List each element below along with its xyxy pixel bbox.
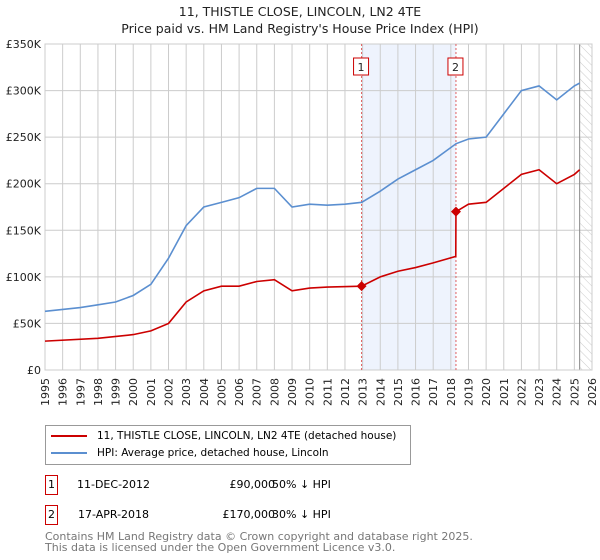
- x-tick-label: 2017: [427, 378, 440, 406]
- sale-hpi: 50% ↓ HPI: [272, 478, 331, 491]
- y-tick-label: £50K: [13, 317, 42, 330]
- plot-area: 1995 1996 1997 1998 1999 2000 2001 2002 2003 2004…: [6, 38, 599, 406]
- sale-hpi: 30% ↓ HPI: [272, 508, 331, 521]
- y-tick-label: £100K: [6, 271, 42, 284]
- x-tick-label: 1997: [74, 378, 87, 406]
- x-tick-label: 2008: [268, 378, 281, 406]
- series-line-property: [44, 168, 581, 342]
- legend-item-hpi: HPI: Average price, detached house, Linc…: [51, 447, 329, 459]
- x-tick-label: 2012: [339, 378, 352, 406]
- legend-swatch-red: [51, 435, 87, 437]
- legend-label: HPI: Average price, detached house, Linc…: [97, 447, 329, 459]
- x-tick-label: 2003: [180, 378, 193, 406]
- footer: Contains HM Land Registry data © Crown c…: [45, 531, 473, 553]
- sale-badge: 1: [45, 475, 58, 495]
- x-tick-label: 2024: [551, 378, 564, 406]
- sale-label-box: [447, 57, 464, 76]
- sale-label: 2: [452, 61, 459, 74]
- x-tick-label: 2011: [321, 378, 334, 406]
- x-tick-label: 2014: [374, 378, 387, 406]
- sale-point: [356, 281, 367, 292]
- x-tick-label: 1999: [110, 378, 123, 406]
- sale-point: [450, 206, 461, 217]
- legend-swatch-blue: [51, 452, 87, 454]
- chart-title: 11, THISTLE CLOSE, LINCOLN, LN2 4TE: [178, 4, 422, 19]
- legend-label: 11, THISTLE CLOSE, LINCOLN, LN2 4TE (det…: [97, 430, 397, 442]
- x-tick-label: 2005: [215, 378, 228, 406]
- x-tick-label: 2010: [304, 378, 317, 406]
- sale-label: 1: [358, 61, 365, 74]
- y-tick-label: £250K: [6, 131, 42, 144]
- y-tick-label: £200K: [6, 178, 42, 191]
- x-tick-label: 2004: [198, 378, 211, 406]
- x-tick-label: 2000: [127, 378, 140, 406]
- x-tick-label: 2001: [145, 378, 158, 406]
- sale-badge: 2: [45, 505, 58, 525]
- sale-period-shading: [361, 44, 456, 370]
- x-tick-label: 2022: [515, 378, 528, 406]
- x-tick-label: 2002: [163, 378, 176, 406]
- legend-item-property: 11, THISTLE CLOSE, LINCOLN, LN2 4TE (det…: [51, 430, 396, 442]
- plot-border: [44, 43, 593, 371]
- footer-line-2: This data is licensed under the Open Gov…: [45, 541, 396, 554]
- chart-subtitle: Price paid vs. HM Land Registry's House …: [121, 21, 479, 36]
- sale-date: 17-APR-2018: [78, 508, 150, 521]
- y-tick-label: £0: [27, 364, 41, 377]
- x-tick-label: 2016: [410, 378, 423, 406]
- legend: 11, THISTLE CLOSE, LINCOLN, LN2 4TE (det…: [45, 425, 411, 465]
- sale-label-box: [353, 57, 370, 76]
- x-tick-label: 1998: [92, 378, 105, 406]
- x-tick-label: 2026: [586, 378, 599, 406]
- x-tick-label: 2020: [480, 378, 493, 406]
- x-tick-label: 2007: [251, 378, 264, 406]
- x-tick-label: 2009: [286, 378, 299, 406]
- y-tick-label: £150K: [6, 224, 42, 237]
- sale-price: £90,000: [229, 478, 276, 491]
- x-tick-label: 2019: [462, 378, 475, 406]
- x-tick-label: 2021: [498, 378, 511, 406]
- x-tick-label: 1996: [57, 378, 70, 406]
- x-tick-label: 2018: [445, 378, 458, 406]
- series-line-hpi: [44, 82, 581, 313]
- x-tick-label: 2023: [533, 378, 546, 406]
- sale-date: 11-DEC-2012: [77, 478, 151, 491]
- x-tick-label: 2006: [233, 378, 246, 406]
- x-tick-label: 2013: [357, 378, 370, 406]
- footer-line-1: Contains HM Land Registry data © Crown c…: [45, 530, 473, 543]
- y-tick-label: £350K: [6, 38, 42, 51]
- forecast-hatch: [579, 44, 592, 370]
- x-tick-label: 2015: [392, 378, 405, 406]
- sale-price: £170,000: [222, 508, 276, 521]
- x-tick-label: 1995: [39, 378, 52, 406]
- y-tick-label: £300K: [6, 85, 42, 98]
- x-tick-label: 2025: [568, 378, 581, 406]
